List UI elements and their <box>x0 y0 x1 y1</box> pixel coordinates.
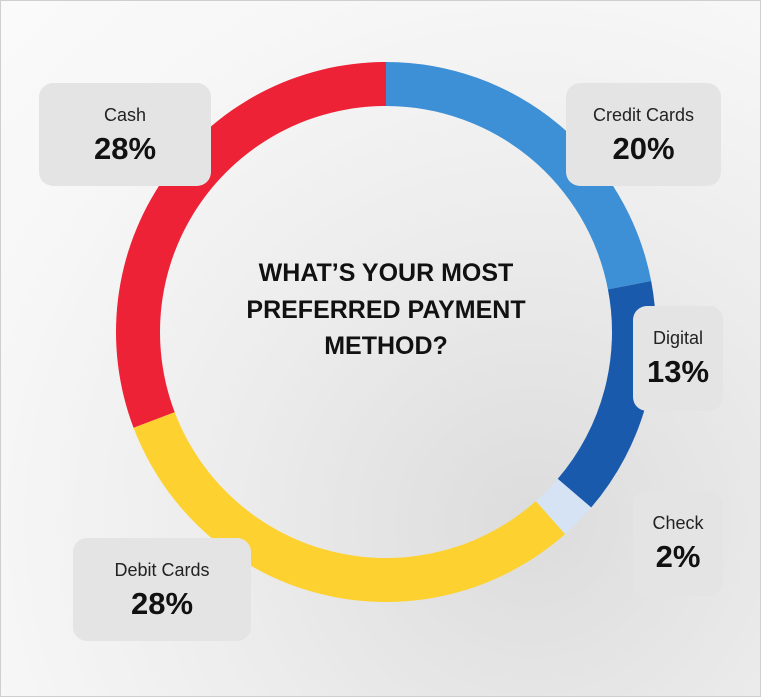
category-label: Check <box>652 513 704 533</box>
value-label: 28% <box>94 131 156 166</box>
chart-title: WHAT’S YOUR MOST PREFERRED PAYMENT METHO… <box>246 255 526 365</box>
category-label: Credit Cards <box>593 105 694 125</box>
value-label: 2% <box>656 539 701 574</box>
value-label: 20% <box>612 131 674 166</box>
category-label: Digital <box>653 328 703 348</box>
category-label: Debit Cards <box>114 560 209 580</box>
value-label: 28% <box>131 586 193 621</box>
category-label: Cash <box>104 105 146 125</box>
value-label: 13% <box>647 354 709 389</box>
page: Credit Cards 20% Digital 13% Check 2% Debit Ca… <box>0 0 761 697</box>
